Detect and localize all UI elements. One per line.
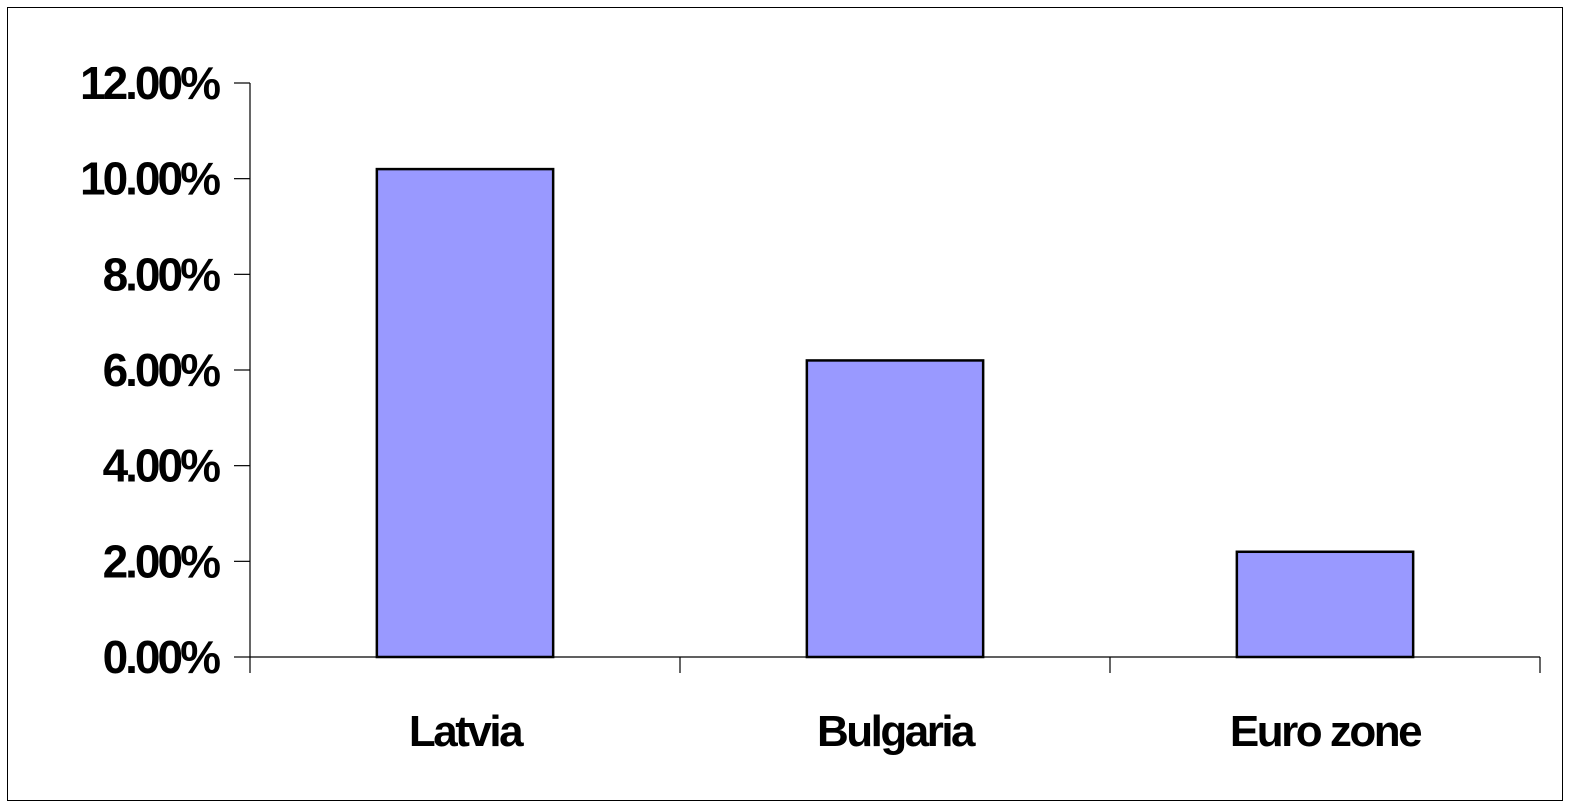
x-axis-ticks: [249, 657, 1541, 673]
y-axis-tick-labels: 0.00% 2.00% 4.00% 6.00% 8.00% 10.00% 12.00%: [80, 57, 223, 683]
y-tick-label: 2.00%: [103, 535, 221, 587]
bar-euro-zone: [1235, 550, 1415, 659]
y-tick-label: 0.00%: [103, 631, 221, 683]
x-category-label: Euro zone: [1230, 707, 1421, 756]
y-tick-label: 6.00%: [103, 344, 221, 396]
chart-frame: [7, 7, 1563, 801]
y-tick-label: 10.00%: [80, 153, 220, 205]
y-axis-ticks: [234, 82, 250, 658]
bars: [375, 167, 1415, 659]
y-tick-label: 4.00%: [103, 440, 221, 492]
y-tick-label: 8.00%: [103, 248, 221, 300]
x-axis-category-labels: Latvia Bulgaria Euro zone: [409, 707, 1424, 756]
x-category-label: Bulgaria: [817, 707, 976, 756]
bar-latvia: [375, 167, 555, 659]
y-tick-label: 12.00%: [80, 57, 220, 109]
x-category-label: Latvia: [409, 707, 524, 756]
bar-bulgaria: [805, 359, 985, 659]
